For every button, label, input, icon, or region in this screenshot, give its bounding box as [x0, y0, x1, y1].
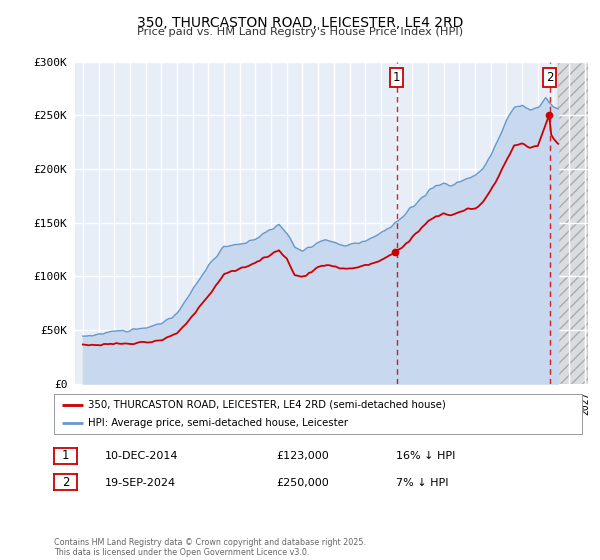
Text: 350, THURCASTON ROAD, LEICESTER, LE4 2RD (semi-detached house): 350, THURCASTON ROAD, LEICESTER, LE4 2RD…: [88, 400, 446, 409]
Text: £123,000: £123,000: [276, 451, 329, 461]
Text: 16% ↓ HPI: 16% ↓ HPI: [396, 451, 455, 461]
Text: Price paid vs. HM Land Registry's House Price Index (HPI): Price paid vs. HM Land Registry's House …: [137, 27, 463, 37]
Text: 19-SEP-2024: 19-SEP-2024: [105, 478, 176, 488]
Text: 350, THURCASTON ROAD, LEICESTER, LE4 2RD: 350, THURCASTON ROAD, LEICESTER, LE4 2RD: [137, 16, 463, 30]
Text: 1: 1: [62, 449, 69, 463]
Text: £250,000: £250,000: [276, 478, 329, 488]
Text: 2: 2: [546, 71, 553, 84]
Bar: [558, 62, 588, 384]
Bar: [558, 62, 588, 384]
Text: HPI: Average price, semi-detached house, Leicester: HPI: Average price, semi-detached house,…: [88, 418, 349, 428]
Text: 10-DEC-2014: 10-DEC-2014: [105, 451, 179, 461]
Text: 2: 2: [62, 475, 69, 489]
Text: 1: 1: [393, 71, 400, 84]
Text: 7% ↓ HPI: 7% ↓ HPI: [396, 478, 449, 488]
Text: Contains HM Land Registry data © Crown copyright and database right 2025.
This d: Contains HM Land Registry data © Crown c…: [54, 538, 366, 557]
